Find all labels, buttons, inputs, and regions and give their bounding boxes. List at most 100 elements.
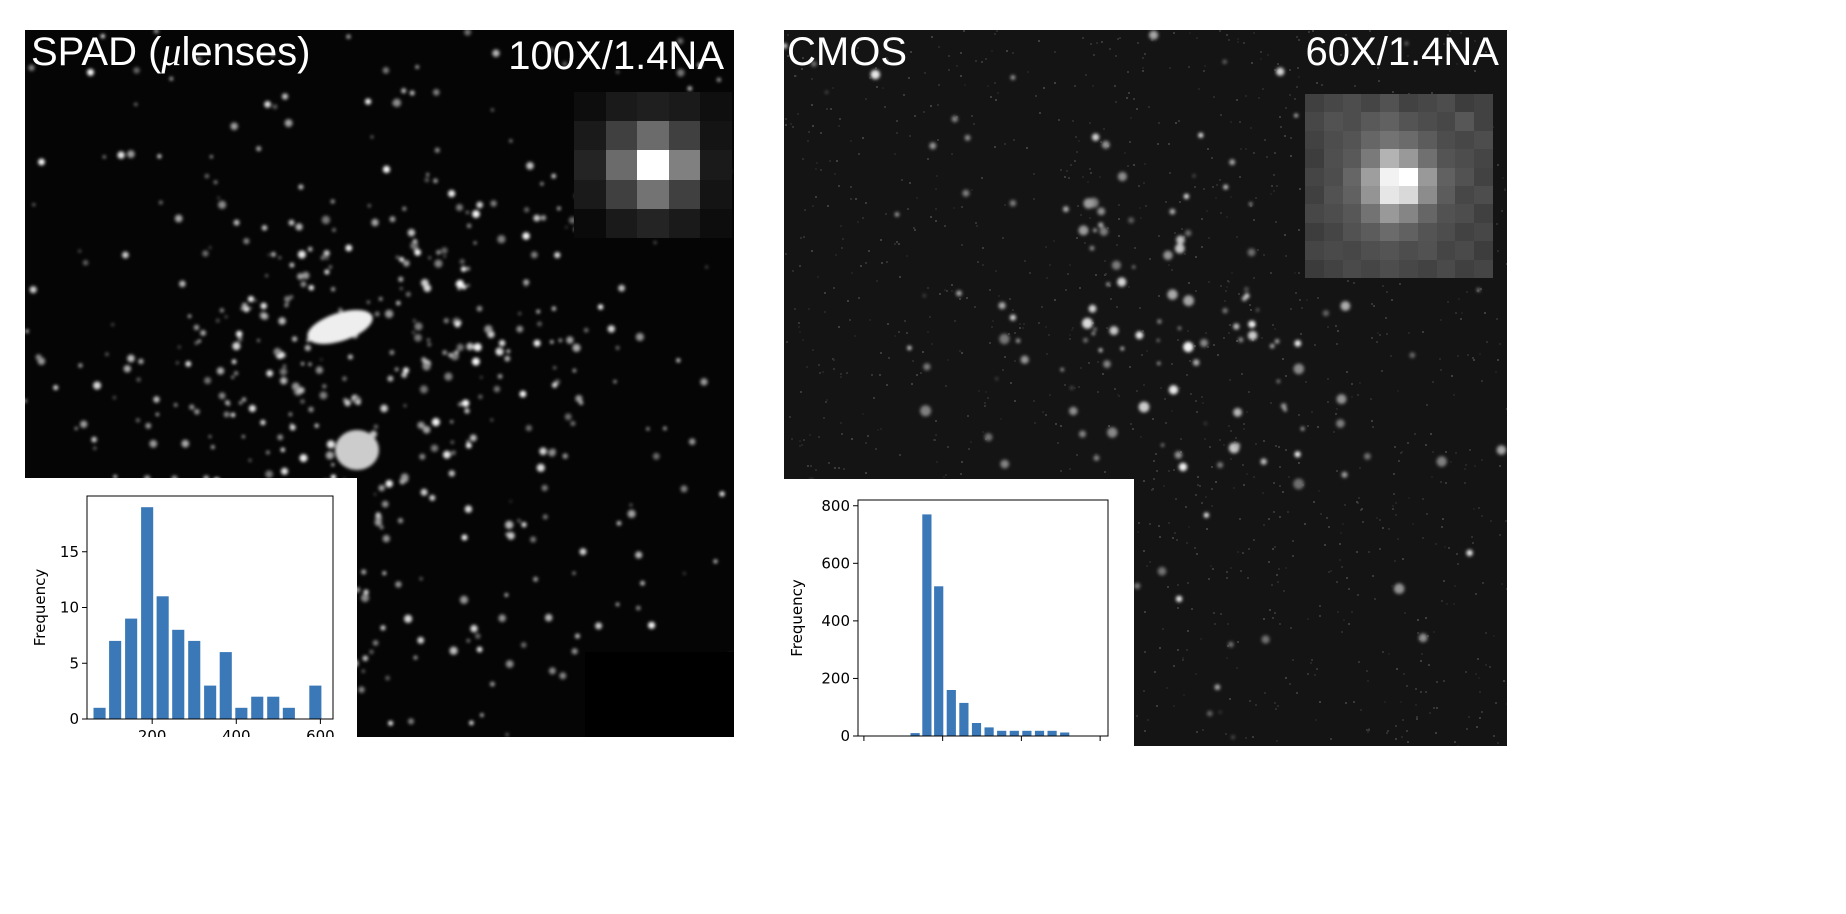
noise-pixel — [1124, 152, 1126, 154]
psf-pixel — [1361, 167, 1381, 186]
psf-pixel — [1398, 222, 1418, 242]
fluorescent-spot — [1111, 260, 1121, 270]
fluorescent-spot — [248, 404, 256, 413]
fluorescent-spot — [509, 500, 512, 503]
fluorescent-spot — [923, 294, 926, 297]
fluorescent-spot — [408, 718, 414, 725]
fluorescent-spot — [91, 436, 97, 443]
fluorescent-spot — [457, 287, 461, 291]
noise-pixel — [1499, 343, 1501, 345]
psf-pixel — [1305, 94, 1324, 113]
fluorescent-spot — [540, 182, 544, 186]
noise-pixel — [1372, 426, 1374, 428]
noise-pixel — [1224, 300, 1226, 302]
noise-pixel — [1264, 692, 1266, 694]
noise-pixel — [1359, 382, 1361, 384]
fluorescent-spot — [504, 593, 509, 597]
noise-pixel — [1451, 375, 1453, 377]
fluorescent-spot — [697, 62, 703, 68]
fluorescent-spot — [105, 352, 109, 356]
noise-pixel — [1276, 574, 1278, 576]
noise-pixel — [1072, 327, 1074, 329]
noise-pixel — [865, 472, 867, 474]
noise-pixel — [785, 253, 787, 255]
fluorescent-spot — [956, 290, 962, 297]
noise-pixel — [894, 153, 896, 155]
noise-pixel — [1447, 63, 1449, 65]
noise-pixel — [876, 280, 878, 282]
fluorescent-spot — [1098, 222, 1104, 228]
fluorescent-spot — [278, 256, 281, 259]
noise-pixel — [1014, 332, 1016, 334]
noise-pixel — [961, 461, 963, 463]
fluorescent-spot — [526, 162, 534, 170]
fluorescent-spot — [548, 667, 556, 675]
noise-pixel — [1445, 482, 1447, 484]
fluorescent-spot — [1409, 352, 1416, 359]
fluorescent-spot — [1138, 401, 1150, 413]
fluorescent-spot — [426, 173, 430, 176]
noise-pixel — [1144, 730, 1146, 732]
noise-pixel — [1274, 152, 1276, 154]
fluorescent-spot — [378, 484, 385, 492]
histogram-bar — [267, 696, 280, 719]
noise-pixel — [944, 225, 946, 227]
fluorescent-spot — [185, 361, 192, 367]
fluorescent-spot — [551, 382, 558, 388]
noise-pixel — [1194, 547, 1196, 549]
fluorescent-spot — [497, 235, 506, 244]
noise-pixel — [1076, 237, 1078, 239]
noise-pixel — [1033, 173, 1035, 175]
noise-pixel — [1144, 651, 1146, 653]
noise-pixel — [912, 360, 914, 362]
fluorescent-spot — [385, 480, 393, 488]
fluorescent-spot — [304, 344, 311, 351]
noise-pixel — [806, 366, 808, 368]
noise-pixel — [1070, 164, 1072, 166]
noise-pixel — [1399, 283, 1401, 285]
fluorescent-spot — [240, 307, 244, 311]
noise-pixel — [1174, 232, 1176, 234]
noise-pixel — [1262, 492, 1264, 494]
noise-pixel — [1351, 383, 1353, 385]
noise-pixel — [995, 270, 997, 272]
fluorescent-spot — [111, 323, 115, 326]
noise-pixel — [1292, 659, 1294, 661]
noise-pixel — [1237, 38, 1239, 40]
noise-pixel — [1485, 664, 1487, 666]
noise-pixel — [1114, 388, 1116, 390]
noise-pixel — [1454, 585, 1456, 587]
fluorescent-spot — [288, 412, 293, 417]
noise-pixel — [1264, 139, 1266, 141]
histogram-bar — [309, 685, 322, 719]
noise-pixel — [818, 436, 820, 438]
histogram-bar — [125, 618, 138, 719]
noise-pixel — [943, 476, 945, 478]
fluorescent-spot — [536, 309, 540, 314]
fluorescent-spot — [179, 280, 186, 288]
fluorescent-spot — [1364, 453, 1371, 460]
noise-pixel — [1118, 218, 1120, 220]
noise-pixel — [1497, 164, 1499, 166]
noise-pixel — [1139, 307, 1141, 309]
fluorescent-spot — [784, 43, 788, 49]
fluorescent-spot — [127, 354, 135, 363]
fluorescent-spot — [427, 342, 432, 347]
fluorescent-spot — [1089, 245, 1095, 251]
noise-pixel — [1226, 577, 1228, 579]
noise-pixel — [1278, 446, 1280, 448]
noise-pixel — [1426, 404, 1428, 406]
noise-pixel — [1321, 84, 1323, 86]
noise-pixel — [1457, 563, 1459, 565]
fluorescent-spot — [308, 406, 314, 413]
noise-pixel — [1158, 122, 1160, 124]
psf-pixel — [1417, 130, 1437, 150]
noise-pixel — [1312, 30, 1314, 32]
fluorescent-spot — [403, 260, 410, 267]
fluorescent-spot — [491, 108, 494, 112]
fluorescent-spot — [1249, 202, 1253, 206]
noise-pixel — [1177, 339, 1179, 341]
noise-pixel — [1189, 32, 1191, 34]
psf-pixel — [1474, 222, 1493, 242]
noise-pixel — [1250, 205, 1252, 207]
